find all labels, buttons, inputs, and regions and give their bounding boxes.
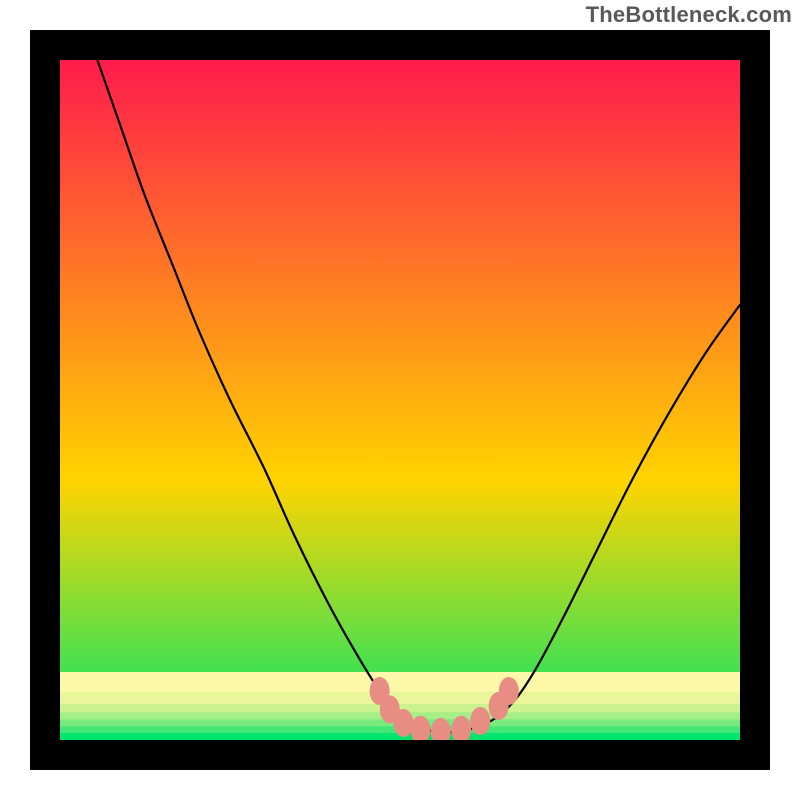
curve-marker <box>470 707 490 735</box>
bottleneck-chart-svg <box>0 0 800 800</box>
curve-marker <box>393 709 413 737</box>
bottom-band <box>60 672 740 692</box>
curve-marker <box>410 716 430 744</box>
gradient-background <box>60 60 740 740</box>
curve-marker <box>499 677 519 705</box>
curve-marker <box>451 716 471 744</box>
stage: TheBottleneck.com <box>0 0 800 800</box>
bottom-band <box>60 692 740 704</box>
